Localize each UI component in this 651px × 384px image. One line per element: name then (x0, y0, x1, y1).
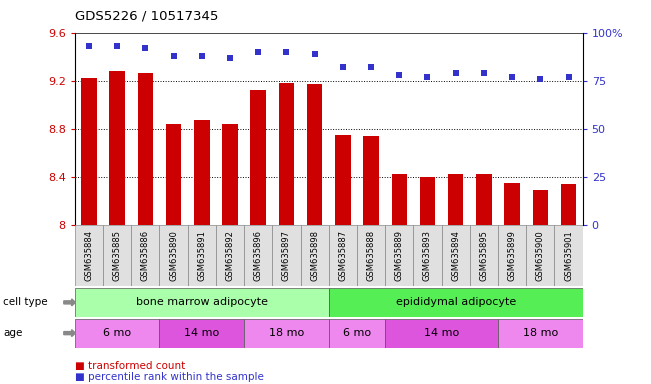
Bar (75, 319, 159, 348)
Text: GSM635885: GSM635885 (113, 230, 122, 281)
Text: GSM635892: GSM635892 (225, 230, 234, 281)
Bar (357, 225, 385, 286)
Bar (498, 319, 583, 348)
Text: 14 mo: 14 mo (424, 328, 459, 338)
Point (338, 64, 348, 70)
Bar (307, 84, 322, 225)
Bar (420, 177, 436, 225)
Text: 6 mo: 6 mo (103, 328, 132, 338)
Point (563, 74, 574, 80)
Text: GSM635897: GSM635897 (282, 230, 291, 281)
Bar (301, 225, 329, 286)
Bar (187, 225, 216, 286)
Text: bone marrow adipocyte: bone marrow adipocyte (136, 297, 268, 308)
Text: GSM635887: GSM635887 (339, 230, 348, 281)
Bar (159, 225, 187, 286)
Text: ■ percentile rank within the sample: ■ percentile rank within the sample (75, 372, 264, 382)
Bar (476, 174, 492, 225)
Text: GSM635899: GSM635899 (508, 230, 517, 281)
Bar (329, 288, 583, 317)
Point (366, 64, 376, 70)
Bar (194, 120, 210, 225)
Bar (555, 225, 583, 286)
Point (281, 49, 292, 55)
Bar (75, 288, 329, 317)
Point (394, 72, 404, 78)
Bar (137, 73, 153, 225)
Text: GSM635900: GSM635900 (536, 230, 545, 281)
Point (253, 49, 264, 55)
Bar (244, 319, 329, 348)
Text: GSM635889: GSM635889 (395, 230, 404, 281)
Bar (533, 190, 548, 225)
Bar (526, 225, 555, 286)
Text: GSM635893: GSM635893 (423, 230, 432, 281)
Bar (363, 136, 379, 225)
Text: age: age (3, 328, 23, 338)
Text: GSM635890: GSM635890 (169, 230, 178, 281)
Bar (279, 83, 294, 225)
Text: GSM635886: GSM635886 (141, 230, 150, 281)
Text: 14 mo: 14 mo (184, 328, 219, 338)
Bar (498, 225, 526, 286)
Bar (448, 174, 464, 225)
Text: 18 mo: 18 mo (269, 328, 304, 338)
Point (422, 74, 433, 80)
Point (197, 53, 207, 59)
Bar (75, 225, 103, 286)
Text: GSM635891: GSM635891 (197, 230, 206, 281)
Bar (329, 225, 357, 286)
Bar (385, 225, 413, 286)
Bar (505, 183, 520, 225)
Point (84, 43, 94, 49)
Bar (81, 78, 97, 225)
Bar (385, 319, 498, 348)
Point (309, 51, 320, 57)
Text: GDS5226 / 10517345: GDS5226 / 10517345 (75, 10, 218, 23)
Bar (159, 319, 244, 348)
Point (450, 70, 461, 76)
Point (225, 55, 235, 61)
Point (507, 74, 518, 80)
Bar (216, 225, 244, 286)
Text: epididymal adipocyte: epididymal adipocyte (396, 297, 516, 308)
Text: GSM635898: GSM635898 (310, 230, 319, 281)
Bar (244, 225, 272, 286)
Text: GSM635888: GSM635888 (367, 230, 376, 281)
Bar (103, 225, 132, 286)
Bar (561, 184, 576, 225)
Bar (335, 135, 351, 225)
Bar (391, 174, 407, 225)
Bar (329, 319, 385, 348)
Bar (413, 225, 441, 286)
Text: GSM635884: GSM635884 (85, 230, 94, 281)
Text: ■ transformed count: ■ transformed count (75, 361, 185, 371)
Text: 18 mo: 18 mo (523, 328, 558, 338)
Point (535, 76, 546, 82)
Text: GSM635901: GSM635901 (564, 230, 573, 281)
Bar (441, 225, 470, 286)
Bar (222, 124, 238, 225)
Bar (251, 90, 266, 225)
Text: GSM635895: GSM635895 (479, 230, 488, 281)
Point (112, 43, 122, 49)
Text: GSM635896: GSM635896 (254, 230, 263, 281)
Text: 6 mo: 6 mo (343, 328, 371, 338)
Bar (109, 71, 125, 225)
Bar (470, 225, 498, 286)
Bar (132, 225, 159, 286)
Bar (166, 124, 182, 225)
Point (169, 53, 179, 59)
Bar (272, 225, 301, 286)
Point (140, 45, 150, 51)
Text: cell type: cell type (3, 297, 48, 308)
Point (478, 70, 489, 76)
Text: GSM635894: GSM635894 (451, 230, 460, 281)
